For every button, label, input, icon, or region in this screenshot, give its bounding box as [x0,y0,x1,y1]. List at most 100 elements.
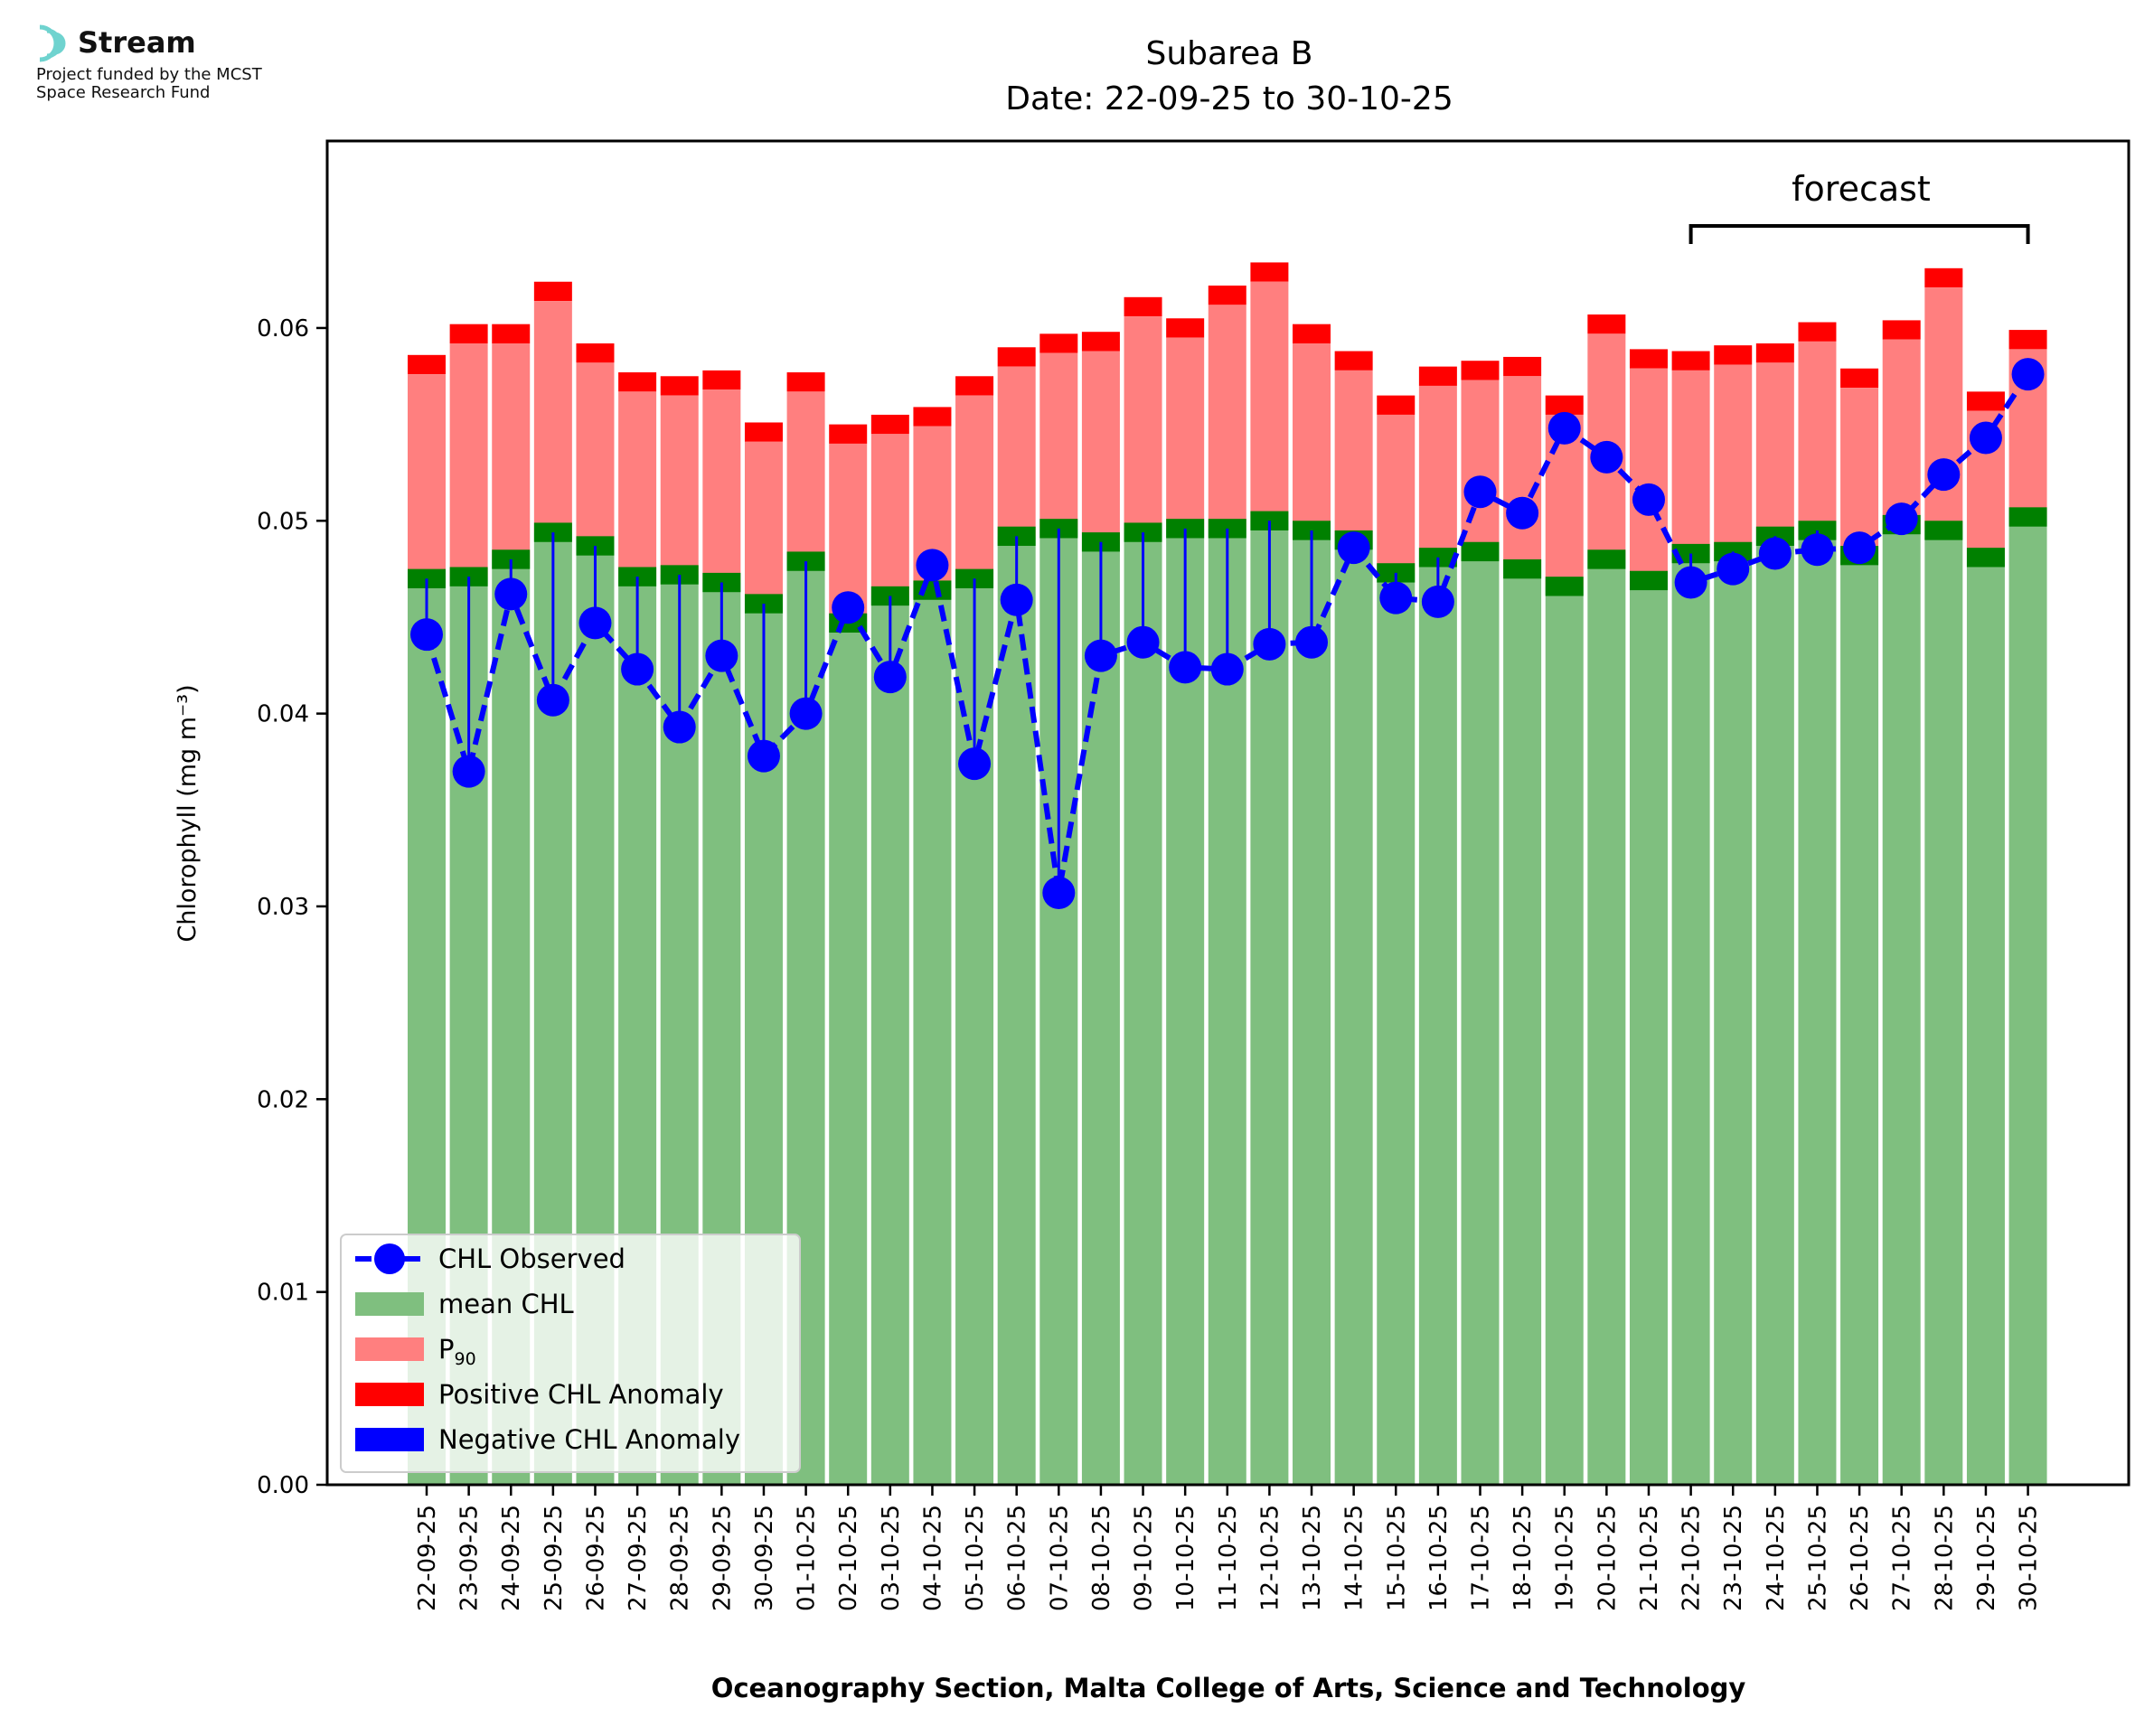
p90-bar [1924,287,1963,530]
forecast-annotation: forecast [1688,169,2030,244]
p90-bar [1882,339,1921,525]
p90-band [660,376,699,396]
y-tick-label: 0.05 [257,508,309,535]
mean-chl-bar [1250,521,1289,1485]
chl-observed-point [1295,625,1329,659]
p90-bar [955,395,994,579]
p90-bar [1418,385,1457,558]
p90-bar [870,434,909,596]
chl-observed-point [1717,552,1750,586]
chl-observed-point [578,606,612,640]
chart-title: Subarea B [1146,35,1313,72]
y-tick-label: 0.00 [257,1472,309,1499]
mean-chl-band [955,568,994,588]
chl-observed-point [410,618,443,652]
x-tick-label: 25-09-25 [541,1505,568,1611]
p90-bar [1798,341,1837,530]
p90-bar [1250,281,1289,521]
chl-observed-point [747,739,780,773]
x-tick-label: 12-10-25 [1256,1505,1284,1611]
x-tick-label: 29-10-25 [1973,1505,2000,1611]
chl-observed-point [536,683,569,717]
legend-box [340,1234,801,1473]
mean-chl-bar [913,590,952,1485]
chl-observed-point [1674,566,1707,599]
chl-observed-point [1463,475,1497,509]
p90-band [533,281,572,302]
chl-observed-point [1801,533,1834,567]
x-tick-label: 13-10-25 [1299,1505,1326,1611]
mean-chl-bar [997,536,1036,1485]
x-tick-label: 18-10-25 [1510,1505,1537,1611]
mean-chl-band [449,567,488,586]
chl-observed-point [1042,877,1076,910]
x-tick-label: 30-09-25 [751,1505,778,1611]
p90-band [1334,351,1373,371]
x-tick-label: 30-10-25 [2016,1505,2043,1611]
stream-logo-icon [39,24,66,62]
x-tick-label: 03-10-25 [878,1505,905,1611]
chl-observed-point [1126,625,1160,659]
x-tick-label: 26-09-25 [582,1505,609,1611]
mean-chl-band [660,565,699,585]
y-axis-label: Chlorophyll (mg m⁻³) [174,684,202,942]
legend-label: Negative CHL Anomaly [438,1424,740,1455]
y-tick-label: 0.02 [257,1086,309,1113]
p90-bar [997,366,1036,537]
p90-band [1629,349,1668,369]
p90-band [1924,267,1963,288]
chl-observed-point [663,710,696,744]
p90-band [955,376,994,396]
mean-chl-band [1587,549,1626,569]
mean-chl-bar [1334,540,1373,1485]
mean-chl-bar [1293,530,1331,1485]
p90-bar [1124,316,1162,533]
x-tick-label: 22-09-25 [414,1505,441,1611]
mean-chl-band [618,567,657,586]
p90-band [408,354,446,375]
x-tick-label: 21-10-25 [1636,1505,1663,1611]
x-tick-label: 17-10-25 [1468,1505,1495,1611]
chl-observed-point [1506,496,1539,530]
p90-band [786,372,825,392]
logo-name: Stream [78,25,196,60]
mean-chl-bar [1629,580,1668,1485]
x-tick-label: 02-10-25 [835,1505,862,1611]
chl-observed-point [916,549,949,582]
p90-bar [408,374,446,579]
p90-band [1714,345,1753,365]
p90-band [870,414,909,435]
mean-chl-bar [1503,568,1542,1485]
chl-observed-point [873,661,907,694]
mean-chl-bar [1081,541,1120,1486]
logo-funding-line-1: Project funded by the MCST [36,65,262,84]
p90-bar [1671,370,1710,554]
mean-chl-bar [1966,557,2005,1485]
p90-band [829,424,868,444]
x-axis-label: Oceanography Section, Malta College of A… [711,1673,1746,1703]
x-tick-label: 22-10-25 [1679,1505,1706,1611]
mean-chl-band [1924,521,1963,540]
p90-band [1461,361,1500,380]
mean-chl-band [997,526,1036,547]
chl-observed-point [789,697,823,730]
p90-band [1250,262,1289,282]
chl-observed-point [1421,585,1454,618]
x-tick-label: 19-10-25 [1552,1505,1579,1611]
mean-chl-bar [1418,557,1457,1485]
chl-observed-point [1758,537,1792,570]
chl-observed-point [958,747,992,781]
chl-observed-point [1000,583,1033,616]
mean-chl-bar [1587,558,1626,1485]
x-tick-label: 08-10-25 [1088,1505,1115,1611]
x-tick-label: 06-10-25 [1004,1505,1031,1611]
p90-bar [449,343,488,577]
y-tick-label: 0.01 [257,1280,309,1307]
chl-observed-point [1590,440,1623,474]
legend-label: Positive CHL Anomaly [438,1379,724,1410]
legend-swatch [355,1337,424,1361]
mean-chl-bar [870,596,909,1485]
chl-observed-point [1632,483,1665,516]
y-tick-label: 0.04 [257,701,309,728]
p90-band [1208,286,1246,305]
